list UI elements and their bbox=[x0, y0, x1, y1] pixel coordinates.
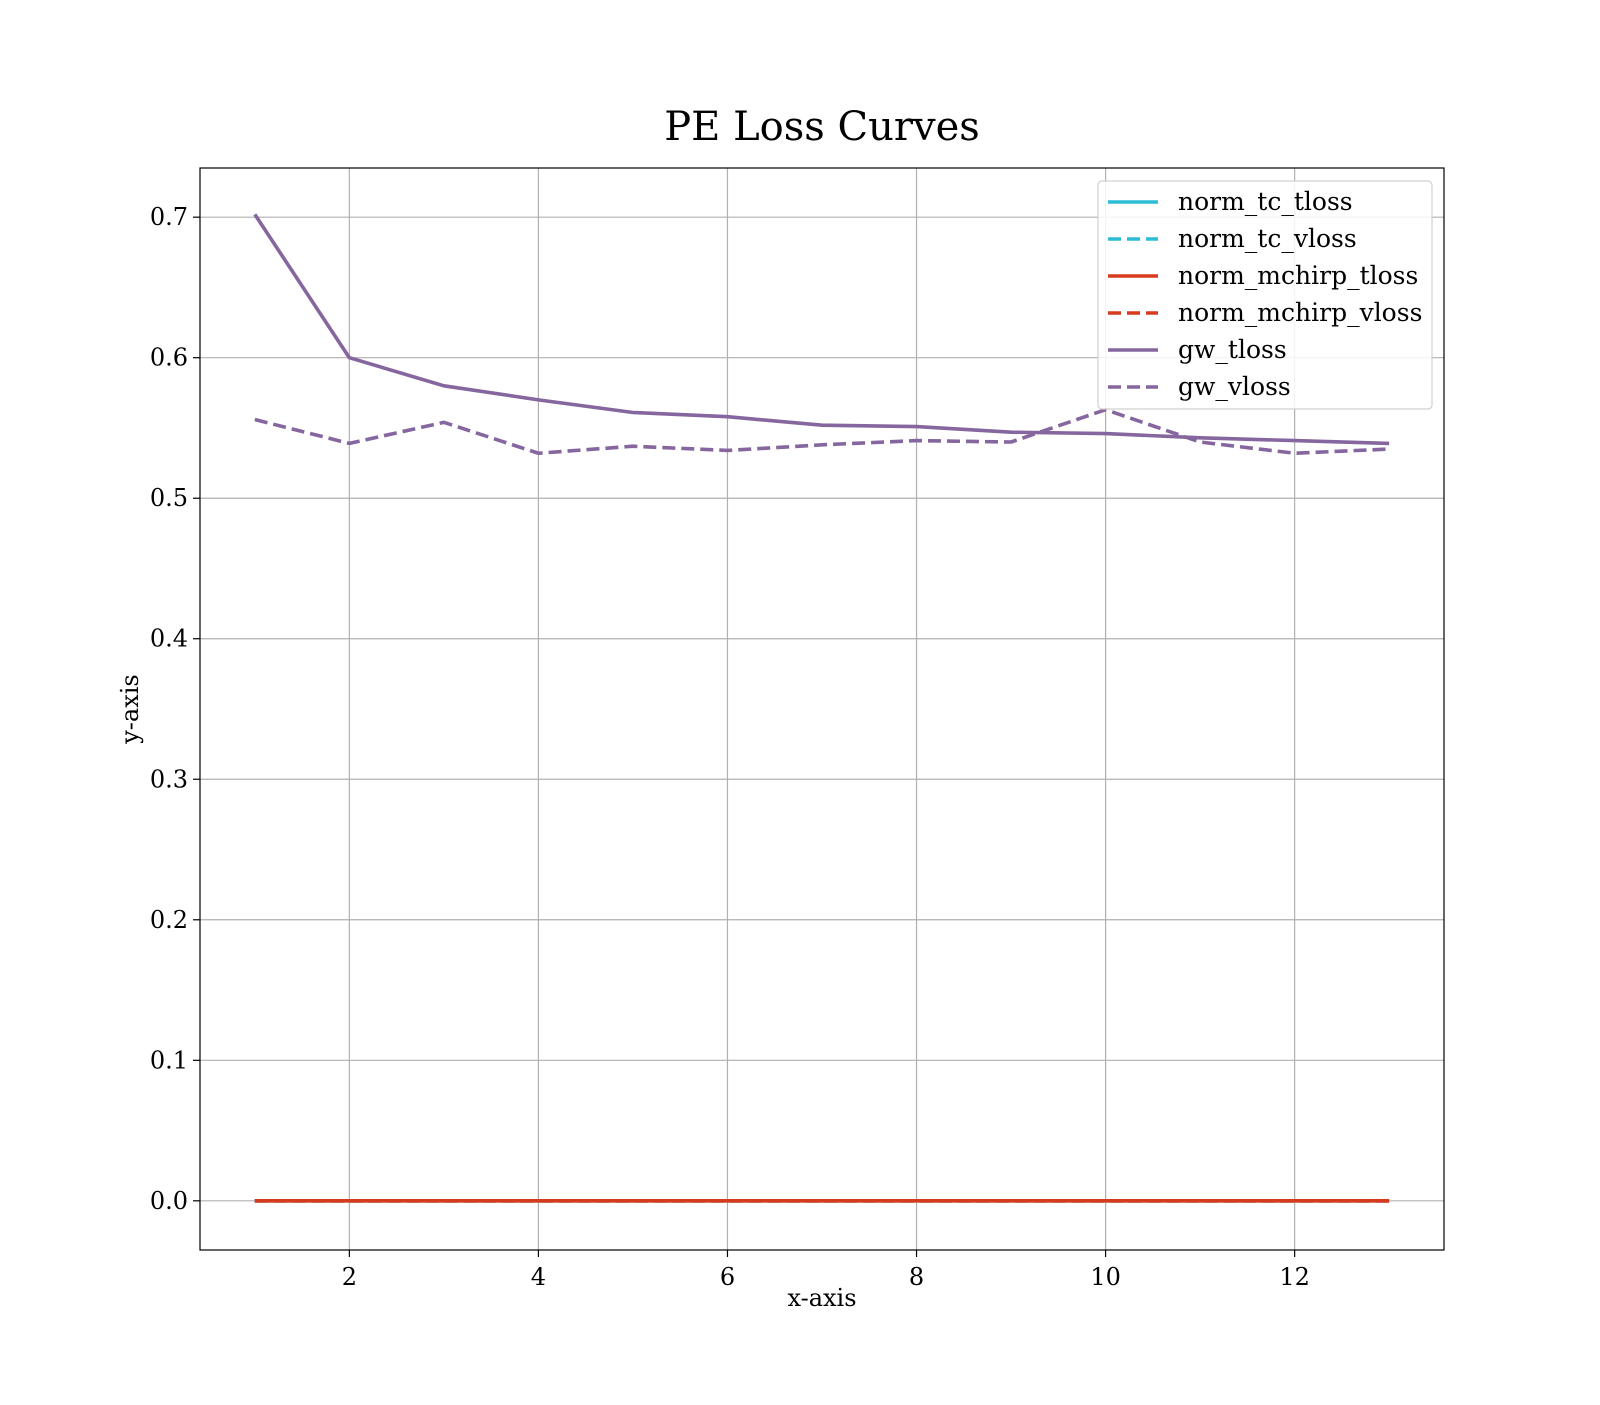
legend: norm_tc_tloss norm_tc_vloss norm_mchirp_tl… bbox=[1097, 180, 1433, 410]
axis-ticks: 2 4 6 8 10 12 0.0 0.1 0.2 0.3 0.4 0.5 0.6 0.7 bbox=[150, 203, 1310, 1291]
y-tick-label: 0.3 bbox=[150, 765, 188, 793]
y-tick-label: 0.1 bbox=[150, 1046, 188, 1074]
y-tick-label: 0.5 bbox=[150, 484, 188, 512]
legend-label: gw_vloss bbox=[1178, 372, 1291, 401]
x-tick-label: 10 bbox=[1090, 1263, 1121, 1291]
x-tick-label: 8 bbox=[909, 1263, 924, 1291]
legend-item: gw_tloss bbox=[1108, 335, 1287, 364]
series-line-gw-vloss bbox=[254, 407, 1390, 456]
y-tick-label: 0.0 bbox=[150, 1187, 188, 1215]
legend-label: norm_tc_tloss bbox=[1178, 187, 1353, 216]
legend-label: norm_tc_vloss bbox=[1178, 224, 1357, 253]
y-axis-label: y-axis bbox=[116, 674, 144, 745]
legend-item: norm_mchirp_tloss bbox=[1108, 261, 1418, 290]
legend-label: gw_tloss bbox=[1178, 335, 1287, 364]
y-tick-label: 0.2 bbox=[150, 906, 188, 934]
grid bbox=[200, 168, 1444, 1250]
x-tick-label: 4 bbox=[531, 1263, 546, 1291]
x-tick-label: 12 bbox=[1279, 1263, 1310, 1291]
y-tick-label: 0.4 bbox=[150, 625, 188, 653]
legend-box bbox=[1097, 180, 1433, 410]
legend-item: norm_tc_vloss bbox=[1108, 224, 1357, 253]
x-axis-label: x-axis bbox=[787, 1284, 856, 1312]
y-tick-label: 0.7 bbox=[150, 203, 188, 231]
plot-frame bbox=[199, 167, 1445, 1251]
series-lines bbox=[253, 213, 1390, 1203]
chart-title: PE Loss Curves bbox=[664, 104, 980, 150]
x-tick-label: 6 bbox=[720, 1263, 735, 1291]
y-tick-label: 0.6 bbox=[150, 344, 188, 372]
legend-item: gw_vloss bbox=[1108, 372, 1291, 401]
legend-label: norm_mchirp_tloss bbox=[1178, 261, 1418, 290]
legend-label: norm_mchirp_vloss bbox=[1178, 298, 1422, 327]
legend-item: norm_mchirp_vloss bbox=[1108, 298, 1422, 327]
legend-item: norm_tc_tloss bbox=[1108, 187, 1353, 216]
x-tick-label: 2 bbox=[342, 1263, 357, 1291]
series-line-gw-tloss bbox=[253, 213, 1390, 446]
